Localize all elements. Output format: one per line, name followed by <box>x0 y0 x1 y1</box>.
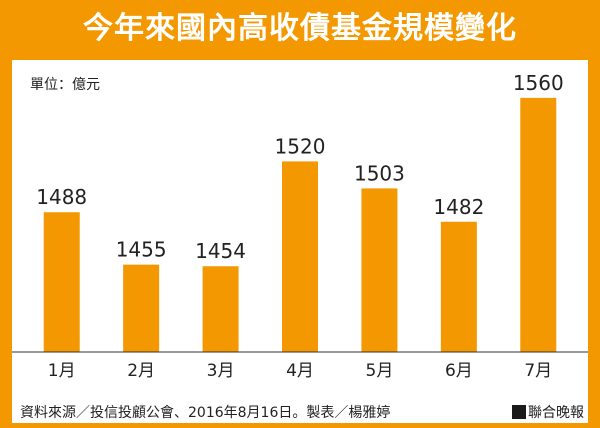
brand-name: 聯合晚報 <box>528 405 584 421</box>
chart-title: 今年來國內高收債基金規模變化 <box>83 11 517 46</box>
source-note: 資料來源／投信投顧公會、2016年8月16日。製表／楊雅婷 <box>20 405 391 421</box>
x-tick-label-3: 3月 <box>207 361 235 381</box>
value-label-6: 1482 <box>433 195 484 219</box>
bar-5 <box>361 188 398 352</box>
brand-credit: 聯合晚報 <box>512 402 584 422</box>
bar-4 <box>282 161 318 352</box>
x-tick-label-6: 6月 <box>445 361 473 381</box>
x-tick-label-4: 4月 <box>286 361 314 381</box>
tick-labels-group: 1月 2月 3月 4月 5月 6月 7月 <box>48 361 552 381</box>
value-label-2: 1455 <box>116 238 167 262</box>
bar-7 <box>520 97 557 352</box>
bar-6 <box>440 221 477 352</box>
x-tick-label-2: 2月 <box>127 361 155 381</box>
value-label-7: 1560 <box>513 71 564 95</box>
bars-group <box>43 97 557 352</box>
x-tick-label-5: 5月 <box>366 361 394 381</box>
value-labels-group: 1488 1455 1454 1520 1503 1482 1560 <box>36 71 563 263</box>
x-tick-label-1: 1月 <box>48 361 76 381</box>
value-label-1: 1488 <box>36 185 87 209</box>
bar-2 <box>123 264 160 352</box>
x-tick-label-7: 7月 <box>524 361 552 381</box>
value-label-4: 1520 <box>275 134 326 158</box>
bar-1 <box>43 212 80 352</box>
bar-3 <box>202 266 239 352</box>
unit-label: 單位：億元 <box>30 77 100 93</box>
value-label-3: 1454 <box>195 239 246 263</box>
brand-square-icon <box>512 405 526 419</box>
value-label-5: 1503 <box>354 161 405 185</box>
